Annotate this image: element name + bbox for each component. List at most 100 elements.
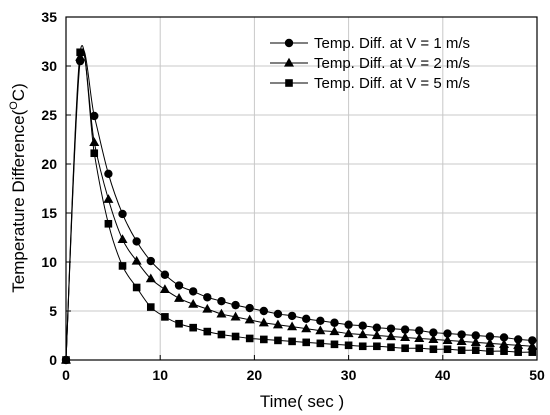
data-point-series-1 xyxy=(90,111,99,121)
data-point-series-1 xyxy=(344,320,353,329)
data-point-series-1 xyxy=(330,318,339,327)
data-point-series-1 xyxy=(217,297,226,306)
legend-label-1: Temp. Diff. at V = 1 m/s xyxy=(314,35,470,52)
data-point-series-3 xyxy=(203,327,212,336)
y-tick-label: 30 xyxy=(41,58,57,74)
data-point-series-1 xyxy=(132,237,141,246)
data-point-series-3 xyxy=(146,303,155,311)
data-point-series-1 xyxy=(471,331,480,340)
data-point-series-1 xyxy=(429,328,438,337)
data-point-series-2 xyxy=(513,340,524,349)
data-point-series-1 xyxy=(174,281,184,290)
data-point-series-3 xyxy=(76,48,84,57)
data-point-series-3 xyxy=(401,344,409,353)
legend-label-3: Temp. Diff. at V = 5 m/s xyxy=(314,75,470,92)
data-point-series-1 xyxy=(203,293,212,302)
data-point-series-2 xyxy=(301,323,312,333)
y-axis-title-main: Temperature Difference( xyxy=(9,109,28,292)
data-point-series-2 xyxy=(188,298,199,308)
data-point-series-2 xyxy=(456,336,467,345)
legend-marker-2 xyxy=(284,57,294,67)
data-point-series-2 xyxy=(258,317,269,327)
data-point-series-3 xyxy=(443,345,452,354)
data-point-series-2 xyxy=(527,341,538,350)
data-point-series-2 xyxy=(343,328,354,338)
data-point-series-2 xyxy=(202,303,213,313)
x-tick-label: 30 xyxy=(341,367,357,383)
data-point-series-3 xyxy=(344,341,353,350)
data-point-series-2 xyxy=(89,137,100,147)
data-point-series-1 xyxy=(358,321,367,330)
data-point-series-3 xyxy=(118,262,127,270)
y-axis-title: Temperature Difference(OC) xyxy=(8,83,28,293)
y-axis-ticks: 0 5 10 15 20 25 30 35 xyxy=(41,9,71,368)
data-point-series-1 xyxy=(160,270,170,279)
data-point-series-2 xyxy=(159,284,170,294)
data-point-series-3 xyxy=(274,336,282,345)
x-axis-title: Time( sec ) xyxy=(260,392,344,411)
data-point-series-3 xyxy=(316,339,325,348)
data-point-series-1 xyxy=(273,309,283,319)
data-point-series-3 xyxy=(104,219,113,228)
data-point-series-2 xyxy=(428,334,439,344)
data-point-series-1 xyxy=(528,336,537,345)
data-point-series-2 xyxy=(131,255,142,265)
data-point-series-2 xyxy=(371,330,382,340)
data-point-series-1 xyxy=(485,332,495,341)
data-point-series-3 xyxy=(217,330,226,339)
data-point-series-2 xyxy=(287,321,298,331)
y-tick-label: 15 xyxy=(41,205,57,221)
data-point-series-3 xyxy=(528,348,537,356)
data-point-series-2 xyxy=(272,319,283,329)
data-point-series-3 xyxy=(500,347,508,355)
data-point-series-2 xyxy=(329,326,340,336)
data-point-series-1 xyxy=(457,330,466,339)
data-point-series-2 xyxy=(216,308,227,318)
y-axis-title-unit: C) xyxy=(9,83,28,101)
data-point-series-2 xyxy=(357,329,368,339)
legend: Temp. Diff. at V = 1 m/s Temp. Diff. at V… xyxy=(270,35,470,92)
data-point-series-1 xyxy=(302,314,311,324)
y-tick-label: 35 xyxy=(41,9,57,25)
data-point-series-2 xyxy=(230,311,241,321)
data-point-series-3 xyxy=(302,338,311,347)
data-point-series-2 xyxy=(442,335,453,344)
series-markers xyxy=(61,48,538,365)
x-tick-label: 0 xyxy=(62,367,70,383)
data-point-series-3 xyxy=(387,343,395,352)
data-point-series-3 xyxy=(514,348,522,356)
x-tick-label: 40 xyxy=(435,367,451,383)
data-point-series-2 xyxy=(484,338,495,347)
data-point-series-2 xyxy=(385,331,396,341)
data-point-series-3 xyxy=(358,342,367,351)
data-point-series-2 xyxy=(499,339,510,348)
data-point-series-2 xyxy=(174,293,185,302)
data-point-series-1 xyxy=(188,287,198,296)
data-point-series-3 xyxy=(288,337,296,346)
data-point-series-3 xyxy=(189,323,197,332)
data-point-series-1 xyxy=(245,303,254,313)
y-tick-label: 10 xyxy=(41,254,57,270)
y-tick-label: 25 xyxy=(41,107,57,123)
data-point-series-2 xyxy=(470,337,481,346)
data-point-series-1 xyxy=(287,311,297,321)
data-point-series-3 xyxy=(330,340,339,349)
data-point-series-1 xyxy=(386,324,396,333)
data-point-series-3 xyxy=(90,149,99,158)
data-point-series-1 xyxy=(146,256,155,266)
legend-marker-1 xyxy=(284,38,294,48)
data-point-series-3 xyxy=(260,335,268,344)
plot-frame xyxy=(65,16,538,361)
data-point-series-3 xyxy=(486,347,494,355)
data-point-series-3 xyxy=(415,344,424,353)
data-point-series-1 xyxy=(372,323,382,332)
data-point-series-1 xyxy=(415,326,424,335)
y-tick-label: 0 xyxy=(49,352,57,368)
x-tick-label: 50 xyxy=(529,367,545,383)
x-tick-label: 10 xyxy=(152,367,168,383)
data-point-series-1 xyxy=(400,325,410,334)
data-point-series-3 xyxy=(161,313,169,321)
data-point-series-3 xyxy=(429,345,438,354)
y-tick-label: 20 xyxy=(41,156,57,172)
